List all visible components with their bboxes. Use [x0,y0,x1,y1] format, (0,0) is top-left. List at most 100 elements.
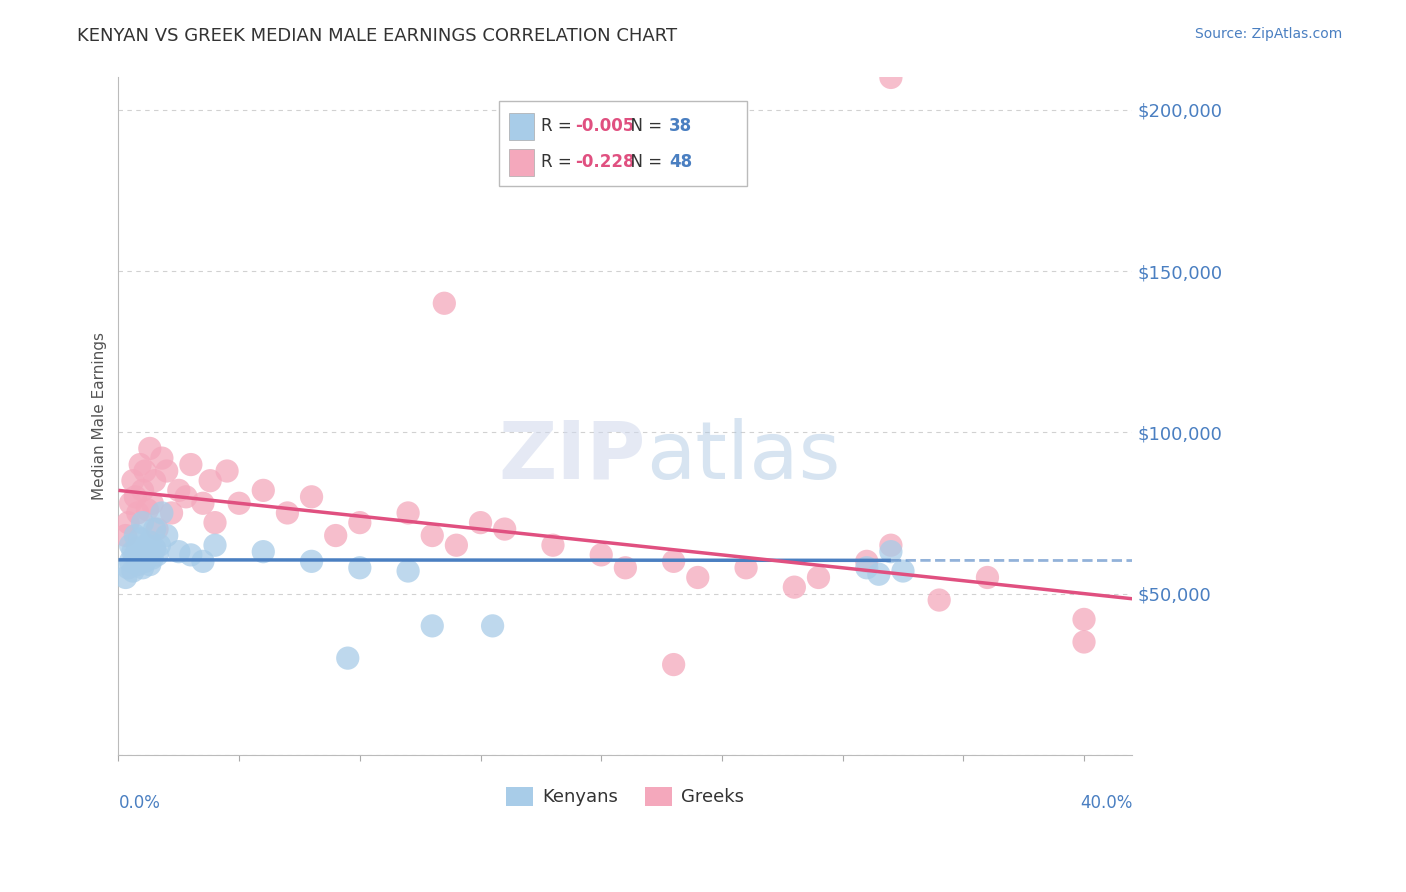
Text: N =: N = [620,117,668,136]
Point [976,570,998,584]
Point [880,544,903,558]
Point [143,474,166,488]
Text: R =: R = [541,153,578,171]
Point [276,506,298,520]
Point [446,538,468,552]
Point [122,544,145,558]
Point [124,528,146,542]
Point [301,490,323,504]
Point [122,474,145,488]
Point [136,538,159,552]
Point [139,442,162,456]
Point [252,544,274,558]
Legend: Kenyans, Greeks: Kenyans, Greeks [499,780,752,814]
Point [143,522,166,536]
Point [433,296,456,310]
Point [807,570,830,584]
Point [228,496,250,510]
Point [124,490,146,504]
Point [117,516,139,530]
Point [139,535,162,549]
Point [131,561,153,575]
Y-axis label: Median Male Earnings: Median Male Earnings [93,332,107,500]
Text: 0.0%: 0.0% [118,794,160,812]
Point [120,538,142,552]
FancyBboxPatch shape [499,101,747,186]
Point [662,554,685,568]
Point [336,651,359,665]
Point [134,554,156,568]
Point [541,538,564,552]
Point [127,506,149,520]
Point [150,451,173,466]
Point [198,474,221,488]
Text: atlas: atlas [645,417,839,496]
Point [880,70,903,85]
Point [928,593,950,607]
Text: KENYAN VS GREEK MEDIAN MALE EARNINGS CORRELATION CHART: KENYAN VS GREEK MEDIAN MALE EARNINGS COR… [77,27,678,45]
Point [114,528,136,542]
Point [114,570,136,584]
Point [139,558,162,572]
Point [150,506,173,520]
Point [396,564,419,578]
Point [855,561,877,575]
Point [131,516,153,530]
Point [129,458,152,472]
Text: -0.228: -0.228 [575,153,634,171]
Point [131,483,153,498]
Point [494,522,516,536]
Point [191,496,214,510]
Point [127,541,149,556]
Point [146,548,169,562]
Point [349,561,371,575]
Text: 40.0%: 40.0% [1080,794,1132,812]
Point [735,561,758,575]
Text: N =: N = [620,153,668,171]
Point [136,544,159,558]
Text: ZIP: ZIP [498,417,645,496]
Point [783,580,806,594]
FancyBboxPatch shape [509,112,534,140]
Point [143,541,166,556]
Point [127,558,149,572]
Point [349,516,371,530]
Text: Source: ZipAtlas.com: Source: ZipAtlas.com [1195,27,1343,41]
Point [141,551,163,566]
Point [868,567,890,582]
Point [148,538,170,552]
Point [420,619,443,633]
Point [141,496,163,510]
Point [420,528,443,542]
Point [134,464,156,478]
FancyBboxPatch shape [509,149,534,176]
Point [686,570,709,584]
Point [1073,635,1095,649]
Point [129,532,152,546]
Point [396,506,419,520]
Point [301,554,323,568]
Point [167,483,190,498]
Point [180,548,202,562]
Point [880,538,903,552]
Point [156,528,179,542]
Point [191,554,214,568]
Point [252,483,274,498]
Point [470,516,492,530]
Text: -0.005: -0.005 [575,117,634,136]
Point [124,548,146,562]
Point [614,561,637,575]
Text: 48: 48 [669,153,692,171]
Point [891,564,914,578]
Point [156,464,179,478]
Text: 38: 38 [669,117,692,136]
Point [591,548,613,562]
Point [120,554,142,568]
Point [180,458,202,472]
Point [204,516,226,530]
Point [174,490,197,504]
Point [325,528,347,542]
Point [146,522,169,536]
Point [204,538,226,552]
Point [855,554,877,568]
